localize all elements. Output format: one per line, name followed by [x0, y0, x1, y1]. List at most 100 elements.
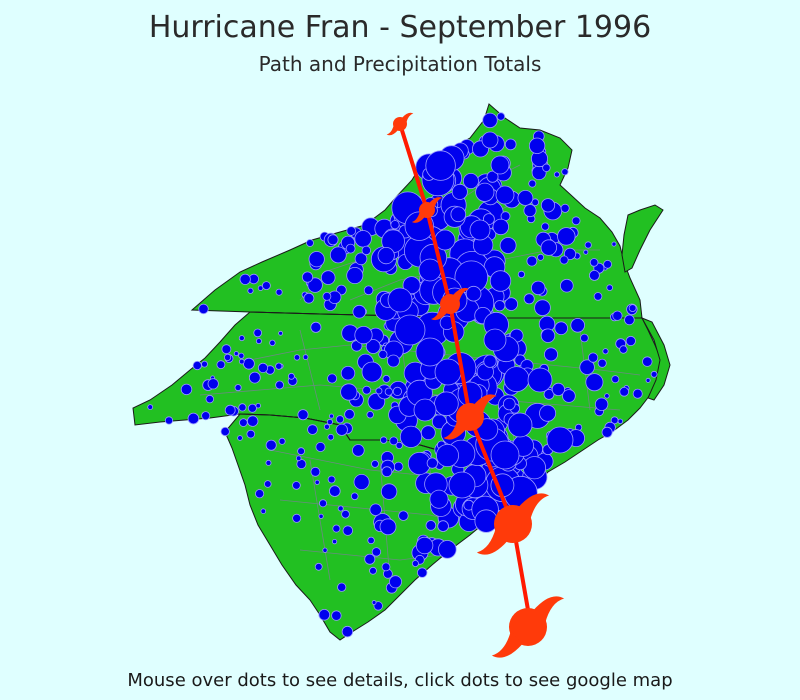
precipitation-dot[interactable]	[314, 562, 323, 571]
precipitation-dot[interactable]	[341, 509, 350, 519]
precipitation-dot[interactable]	[589, 258, 599, 267]
precipitation-dot[interactable]	[220, 426, 230, 437]
precipitation-dot[interactable]	[329, 246, 347, 264]
precipitation-dot[interactable]	[559, 255, 569, 265]
precipitation-dot[interactable]	[544, 347, 559, 362]
precipitation-dot[interactable]	[496, 112, 506, 121]
precipitation-dot[interactable]	[306, 239, 314, 247]
precipitation-dot[interactable]	[418, 258, 442, 282]
precipitation-dot[interactable]	[625, 335, 636, 347]
precipitation-dot[interactable]	[474, 509, 498, 533]
precipitation-dot[interactable]	[238, 403, 247, 412]
precipitation-dot[interactable]	[239, 273, 251, 285]
precipitation-dot[interactable]	[528, 137, 546, 155]
precipitation-dot[interactable]	[301, 271, 314, 283]
precipitation-dot[interactable]	[523, 204, 537, 218]
precipitation-dot[interactable]	[354, 252, 368, 266]
precipitation-dot[interactable]	[296, 459, 307, 470]
precipitation-dot[interactable]	[198, 303, 209, 315]
precipitation-dot[interactable]	[411, 560, 419, 568]
precipitation-dot[interactable]	[292, 481, 301, 490]
precipitation-dot[interactable]	[561, 168, 569, 176]
precipitation-dot[interactable]	[499, 237, 517, 254]
precipitation-dot[interactable]	[369, 566, 377, 575]
precipitation-dot[interactable]	[388, 575, 402, 589]
precipitation-dot[interactable]	[242, 357, 255, 370]
precipitation-dot[interactable]	[584, 241, 592, 249]
precipitation-dot[interactable]	[402, 276, 421, 295]
precipitation-dot[interactable]	[344, 408, 355, 420]
precipitation-dot[interactable]	[554, 321, 568, 336]
precipitation-dot[interactable]	[293, 354, 301, 361]
precipitation-dot[interactable]	[351, 444, 365, 457]
precipitation-dot[interactable]	[275, 380, 285, 390]
precipitation-dot[interactable]	[253, 328, 263, 338]
precipitation-dot[interactable]	[413, 398, 437, 422]
precipitation-dot[interactable]	[303, 292, 315, 304]
precipitation-dot[interactable]	[381, 562, 391, 572]
precipitation-dot[interactable]	[246, 415, 259, 427]
precipitation-dot[interactable]	[570, 317, 585, 333]
precipitation-dot[interactable]	[560, 203, 570, 213]
precipitation-dot[interactable]	[307, 424, 318, 435]
precipitation-dot[interactable]	[364, 553, 376, 565]
precipitation-dot[interactable]	[238, 335, 245, 342]
precipitation-dot[interactable]	[350, 492, 359, 501]
precipitation-dot[interactable]	[380, 483, 398, 500]
precipitation-dot[interactable]	[425, 520, 437, 531]
precipitation-dot[interactable]	[297, 447, 306, 456]
precipitation-dot[interactable]	[314, 479, 320, 485]
precipitation-dot[interactable]	[367, 536, 375, 545]
precipitation-dot[interactable]	[361, 245, 372, 256]
precipitation-dot[interactable]	[415, 337, 445, 367]
precipitation-dot[interactable]	[597, 358, 607, 368]
precipitation-dot[interactable]	[377, 247, 395, 265]
precipitation-dot[interactable]	[340, 366, 356, 381]
precipitation-dot[interactable]	[322, 547, 328, 553]
precipitation-dot[interactable]	[297, 409, 309, 421]
precipitation-dot[interactable]	[435, 443, 459, 467]
precipitation-dot[interactable]	[562, 389, 576, 403]
precipitation-dot[interactable]	[503, 366, 530, 393]
precipitation-dot[interactable]	[205, 394, 214, 404]
precipitation-dot[interactable]	[361, 361, 383, 383]
precipitation-dot[interactable]	[490, 155, 510, 175]
precipitation-dot[interactable]	[465, 285, 482, 302]
precipitation-dot[interactable]	[462, 172, 479, 189]
precipitation-dot[interactable]	[382, 374, 391, 383]
precipitation-dot[interactable]	[386, 354, 400, 368]
precipitation-dot[interactable]	[371, 459, 379, 468]
precipitation-dot[interactable]	[594, 397, 609, 412]
precipitation-dot[interactable]	[517, 270, 526, 278]
precipitation-dot[interactable]	[580, 333, 589, 343]
precipitation-dot[interactable]	[628, 304, 637, 313]
precipitation-dot[interactable]	[318, 513, 324, 519]
precipitation-dot[interactable]	[239, 358, 245, 365]
precipitation-dot[interactable]	[335, 423, 348, 436]
precipitation-dot[interactable]	[263, 480, 272, 488]
precipitation-dot[interactable]	[371, 547, 382, 557]
precipitation-dot[interactable]	[650, 370, 658, 378]
precipitation-dot[interactable]	[585, 373, 604, 392]
precipitation-dot[interactable]	[540, 239, 558, 256]
precipitation-dot[interactable]	[593, 292, 603, 301]
precipitation-dot[interactable]	[602, 348, 609, 355]
precipitation-dot[interactable]	[571, 216, 581, 226]
precipitation-dot[interactable]	[335, 415, 345, 424]
precipitation-dot[interactable]	[606, 284, 613, 292]
precipitation-dot[interactable]	[490, 440, 520, 470]
precipitation-dot[interactable]	[369, 503, 382, 516]
precipitation-dot[interactable]	[302, 354, 309, 360]
precipitation-dot[interactable]	[612, 310, 623, 321]
precipitation-dot[interactable]	[239, 418, 248, 427]
precipitation-dot[interactable]	[371, 600, 377, 605]
precipitation-dot[interactable]	[523, 293, 535, 305]
precipitation-dot[interactable]	[494, 300, 506, 312]
precipitation-dot[interactable]	[224, 404, 236, 416]
precipitation-dot[interactable]	[265, 439, 277, 451]
precipitation-dot[interactable]	[429, 489, 449, 509]
precipitation-dot[interactable]	[331, 538, 338, 545]
precipitation-dot[interactable]	[260, 508, 267, 515]
precipitation-dot[interactable]	[327, 433, 335, 441]
precipitation-dot[interactable]	[492, 218, 510, 236]
